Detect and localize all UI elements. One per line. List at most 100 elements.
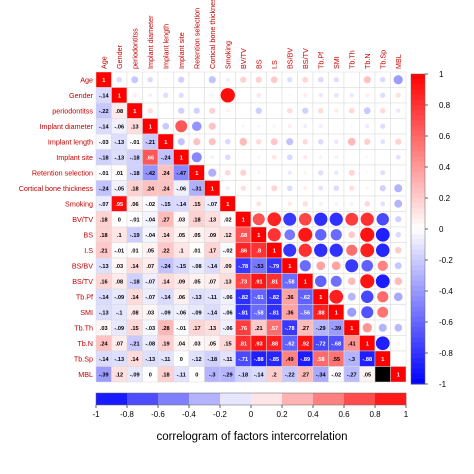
- correlation-value-label: .03: [177, 217, 185, 223]
- colorbar-segment: [411, 358, 425, 364]
- diagonal-value-label: 1: [273, 248, 276, 254]
- correlation-circle: [318, 170, 324, 176]
- colorbar-segment: [411, 120, 425, 127]
- correlation-value-label: -.29: [316, 326, 326, 332]
- correlation-circle: [363, 76, 371, 84]
- colorbar-segment: [411, 347, 425, 354]
- row-label: Tb.N: [77, 339, 93, 348]
- diagonal-value-label: 1: [211, 186, 214, 192]
- diagonal-value-label: 1: [133, 109, 136, 115]
- correlation-value-label: .68: [239, 233, 247, 239]
- correlation-value-label: .24: [162, 186, 171, 192]
- column-label: Implant diameter: [146, 15, 155, 69]
- diagonal-value-label: 1: [257, 233, 260, 239]
- colorbar-segment: [411, 239, 425, 245]
- colorbar-segment: [411, 79, 425, 85]
- diagonal-value-label: 1: [102, 78, 105, 84]
- correlation-value-label: -.01: [176, 326, 186, 332]
- correlation-circle: [147, 76, 154, 83]
- correlation-value-label: .36: [286, 295, 294, 301]
- bottom-scale-tick-label: -0.6: [151, 410, 165, 419]
- correlation-value-label: .22: [162, 248, 170, 254]
- correlation-circle: [380, 201, 386, 207]
- colorbar-segment: [411, 130, 425, 137]
- bottom-scale-tick-label: -1: [92, 410, 100, 419]
- bottom-scale-tick-label: 1: [404, 410, 409, 419]
- correlation-circle: [240, 76, 247, 83]
- correlation-circle: [225, 108, 230, 113]
- correlation-circle: [286, 185, 293, 192]
- correlation-circle: [347, 137, 356, 146]
- correlation-circle: [396, 108, 401, 113]
- correlation-circle: [210, 93, 214, 97]
- correlation-circle: [208, 122, 216, 130]
- diagonal-value-label: 1: [226, 202, 229, 208]
- correlation-circle: [365, 124, 370, 129]
- row-label: Gender: [69, 91, 94, 100]
- correlation-circle: [334, 108, 339, 113]
- correlation-circle: [334, 155, 339, 160]
- correlation-circle: [331, 261, 341, 271]
- row-label: Tb.Sp: [74, 354, 93, 363]
- correlation-circle: [298, 212, 312, 226]
- correlation-value-label: .8: [256, 248, 261, 254]
- correlation-value-label: .21: [255, 326, 263, 332]
- bottom-scale-tick-label: 0.8: [369, 410, 381, 419]
- correlation-value-label: -.11: [177, 372, 186, 378]
- row-label: Retention selection: [32, 168, 93, 177]
- correlation-value-label: -.71: [238, 357, 248, 363]
- correlation-value-label: .24: [146, 186, 155, 192]
- correlation-circle: [395, 231, 402, 238]
- colorbar-segment: [411, 203, 425, 209]
- correlation-value-label: -.13: [99, 310, 109, 316]
- correlation-circle: [334, 139, 339, 144]
- correlation-value-label: -.89: [300, 357, 310, 363]
- diagonal-value-label: 1: [180, 155, 183, 161]
- colorbar-segment: [411, 125, 425, 132]
- correlation-value-label: -.56: [300, 310, 310, 316]
- correlation-circle: [360, 274, 375, 289]
- correlation-circle: [360, 227, 375, 242]
- correlation-value-label: -.53: [254, 264, 264, 270]
- correlation-circle: [255, 107, 262, 114]
- bottom-scale-tick-label: -0.4: [182, 410, 196, 419]
- correlation-circle: [255, 76, 262, 83]
- correlation-value-label: .13: [208, 217, 216, 223]
- bottom-scale-segment: [251, 393, 283, 405]
- correlation-circle: [365, 155, 369, 159]
- correlation-circle: [365, 171, 369, 175]
- colorbar-tick-label: 1: [439, 70, 444, 79]
- correlation-value-label: 0: [149, 372, 152, 378]
- correlation-value-label: -.21: [130, 341, 140, 347]
- correlation-circle: [318, 93, 323, 98]
- colorbar-segment: [411, 110, 425, 116]
- correlation-value-label: .02: [224, 217, 232, 223]
- correlation-value-label: -.79: [269, 264, 279, 270]
- correlation-circle: [365, 186, 369, 190]
- correlation-circle: [361, 290, 374, 303]
- correlation-circle: [175, 120, 188, 133]
- correlation-value-label: -.14: [176, 202, 187, 208]
- correlation-circle: [329, 289, 344, 304]
- correlation-value-label: -.85: [269, 357, 279, 363]
- correlation-circle: [242, 109, 245, 112]
- colorbar-segment: [411, 229, 425, 235]
- diagonal-value-label: 1: [397, 372, 400, 378]
- correlation-value-label: .57: [270, 326, 278, 332]
- correlation-circle: [393, 75, 403, 85]
- correlation-value-label: -.39: [99, 372, 109, 378]
- correlation-circle: [208, 76, 216, 84]
- bottom-scale-segment: [127, 393, 159, 405]
- correlation-circle: [316, 261, 326, 271]
- correlation-value-label: -.01: [99, 171, 109, 177]
- colorbar-tick-label: -1: [439, 380, 447, 389]
- correlation-value-label: .07: [146, 264, 154, 270]
- column-label: BV/TV: [239, 48, 248, 69]
- column-label: Tb.Th: [347, 50, 356, 69]
- correlation-circle: [317, 76, 324, 83]
- correlation-value-label: -.04: [145, 217, 156, 223]
- correlation-circle: [239, 137, 248, 146]
- correlation-value-label: -.01: [114, 248, 124, 254]
- correlation-value-label: -.14: [207, 264, 218, 270]
- colorbar-segment: [411, 198, 425, 204]
